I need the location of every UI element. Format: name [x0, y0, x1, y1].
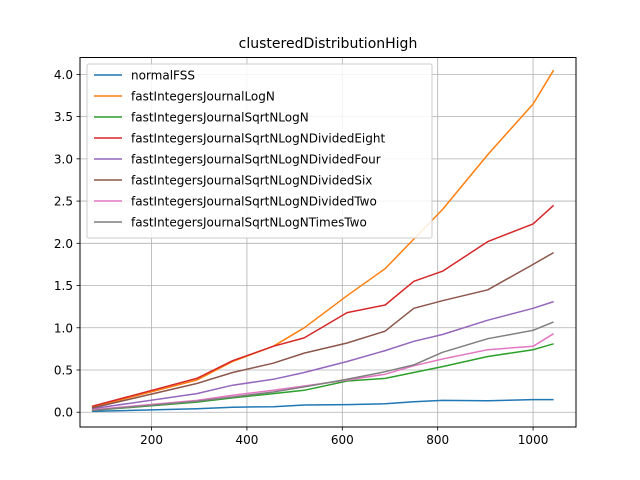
x-tick-label: 1000 [518, 433, 549, 447]
legend-label: fastIntegersJournalSqrtNLogNTimesTwo [131, 216, 367, 230]
x-tick-label: 400 [235, 433, 258, 447]
legend: normalFSS fastIntegersJournalLogN fastInte… [86, 63, 433, 239]
y-tick-label: 2.5 [54, 195, 73, 209]
legend-label: fastIntegersJournalSqrtNLogN [131, 111, 309, 125]
legend-label: fastIntegersJournalSqrtNLogNDividedTwo [131, 195, 377, 209]
x-tick-label: 600 [331, 433, 354, 447]
series-line [91, 300, 554, 410]
y-tick-label: 1.0 [54, 321, 73, 335]
series-line [91, 69, 555, 408]
y-tick-label: 3.0 [54, 152, 73, 166]
y-tick-label: 0.5 [54, 363, 73, 377]
series-lines [91, 69, 555, 413]
x-tick-label: 800 [426, 433, 449, 447]
series-line [91, 343, 554, 412]
y-tick-label: 3.5 [54, 110, 73, 124]
legend-label: fastIntegersJournalLogN [131, 90, 275, 104]
series-line [91, 204, 555, 408]
y-tick-label: 0.0 [54, 406, 73, 420]
plot-frame [79, 57, 577, 428]
legend-label: fastIntegersJournalSqrtNLogNDividedFour [131, 153, 381, 167]
series-line [91, 251, 554, 409]
legend-label: normalFSS [131, 69, 195, 83]
y-tick-label: 2.0 [54, 237, 73, 251]
x-tick-label: 200 [140, 433, 163, 447]
legend-label: fastIntegersJournalSqrtNLogNDividedSix [131, 174, 372, 188]
series-line [91, 398, 554, 413]
legend-box [86, 63, 433, 239]
series-line [91, 321, 554, 412]
y-tick-label: 4.0 [54, 68, 73, 82]
chart-title: clusteredDistributionHigh [239, 36, 418, 52]
legend-label: fastIntegersJournalSqrtNLogNDividedEight [131, 132, 385, 146]
series-line [91, 333, 554, 411]
axis-ticks: 200 400 600 800 1000 0.0 0.5 1.0 1.5 2.0 2.5 3.0 3.5… [54, 68, 548, 447]
y-tick-label: 1.5 [54, 279, 73, 293]
